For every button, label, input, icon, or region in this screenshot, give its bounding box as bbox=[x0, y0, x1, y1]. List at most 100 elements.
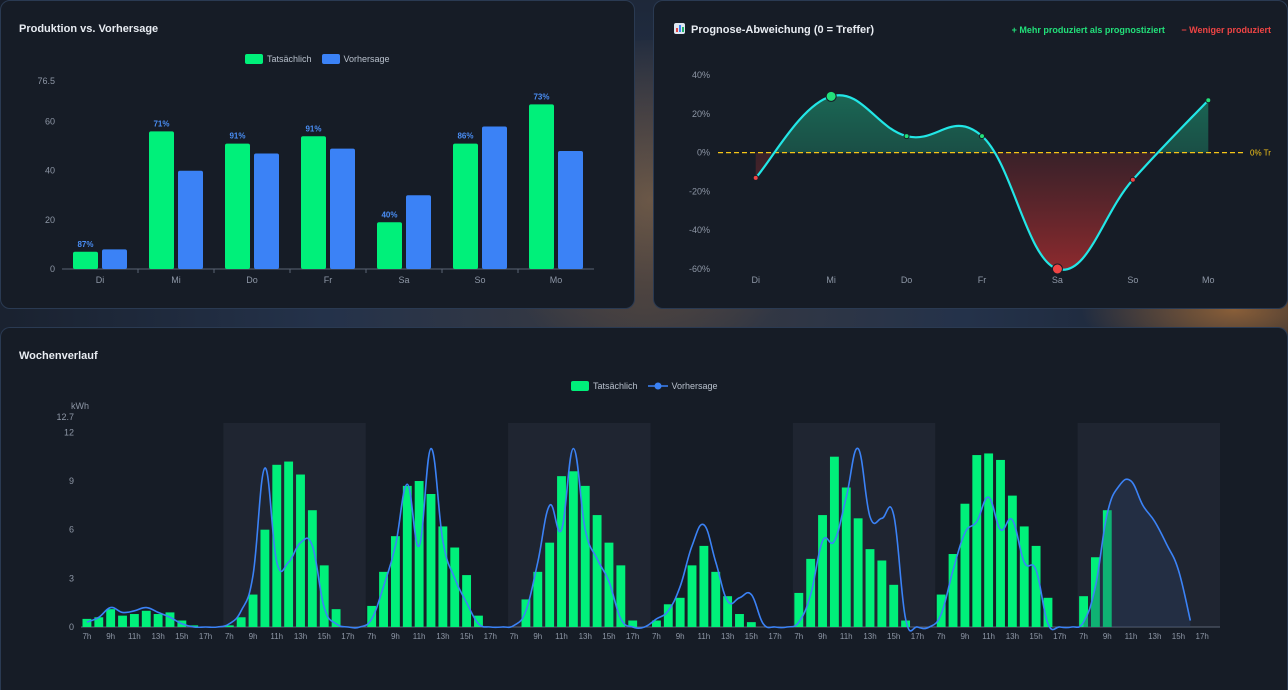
y-tick-label: 0% bbox=[697, 148, 710, 158]
day-band bbox=[1077, 423, 1220, 627]
x-tick-label: 15h bbox=[318, 632, 331, 641]
forecast-line bbox=[86, 447, 1192, 632]
x-tick-label: 7h bbox=[82, 632, 91, 641]
deviation-chart: -60% -40% -20% 0% 20% 40% Di Mi Do Fr Sa So Mo 0% Tr bbox=[689, 70, 1271, 285]
bar-hour-actual bbox=[592, 515, 602, 627]
y-tick-label: -20% bbox=[689, 186, 710, 196]
bar-actual bbox=[453, 143, 478, 269]
bar-data-label: 73% bbox=[533, 92, 549, 101]
x-tick-label: Sa bbox=[1052, 275, 1063, 285]
x-tick-label: Fr bbox=[324, 275, 333, 285]
bar-hour-actual bbox=[390, 536, 400, 627]
bar-hour-actual bbox=[189, 625, 199, 627]
x-tick-label: Do bbox=[246, 275, 258, 285]
bar-hour-actual bbox=[948, 554, 958, 627]
x-tick-label: 13h bbox=[721, 632, 734, 641]
legend-swatch-forecast bbox=[321, 54, 340, 64]
bar-hour-actual bbox=[1079, 596, 1088, 627]
y-tick-label: 6 bbox=[69, 525, 74, 535]
legend-swatch-week-actual bbox=[571, 381, 589, 391]
bar-hour-actual bbox=[746, 622, 756, 627]
x-tick-label: 11h bbox=[982, 632, 995, 641]
bar-hour-actual bbox=[557, 476, 566, 627]
x-tick-label: Sa bbox=[398, 275, 409, 285]
deviation-point bbox=[1205, 97, 1212, 104]
x-tick-label: 7h bbox=[937, 632, 946, 641]
bar-forecast bbox=[406, 195, 431, 269]
bar-data-label: 86% bbox=[457, 132, 473, 141]
bar-hour-actual bbox=[984, 453, 994, 627]
bar-hour-actual bbox=[960, 503, 970, 627]
bar-hour-actual bbox=[1090, 557, 1100, 627]
bar-hour-actual bbox=[675, 597, 685, 627]
bar-hour-actual bbox=[402, 485, 412, 627]
x-tick-label: 7h bbox=[367, 632, 376, 641]
bar-actual bbox=[73, 251, 98, 269]
bar-hour-actual bbox=[450, 547, 460, 627]
legend-item-actual[interactable]: Tatsächlich bbox=[245, 54, 312, 64]
bar-hour-actual bbox=[331, 609, 341, 627]
y-axis-unit: kWh bbox=[71, 401, 89, 411]
x-tick-label: 15h bbox=[602, 632, 615, 641]
bar-hour-actual bbox=[521, 599, 531, 627]
production-legend[interactable]: Tatsächlich Vorhersage bbox=[245, 54, 400, 64]
deviation-point bbox=[979, 133, 985, 140]
x-tick-label: 9h bbox=[106, 632, 115, 641]
legend-item-forecast[interactable]: Vorhersage bbox=[321, 54, 390, 64]
bar-forecast bbox=[330, 148, 355, 269]
legend-item-week-forecast[interactable]: Vorhersage bbox=[647, 381, 718, 391]
x-tick-label: 11h bbox=[555, 632, 568, 641]
bar-forecast bbox=[178, 170, 203, 269]
bar-hour-actual bbox=[723, 596, 733, 627]
bar-hour-actual bbox=[284, 461, 294, 627]
x-tick-label: 17h bbox=[484, 632, 497, 641]
week-legend[interactable]: Tatsächlich Vorhersage bbox=[571, 381, 728, 391]
x-tick-label: 9h bbox=[676, 632, 685, 641]
x-tick-label: Mo bbox=[550, 275, 563, 285]
y-tick-label: 12.7 bbox=[56, 412, 74, 422]
legend-item-week-actual[interactable]: Tatsächlich bbox=[571, 381, 638, 391]
week-card: Wochenverlauf Tatsächlich Vorhersage kWh… bbox=[0, 327, 1288, 690]
bar-actual bbox=[225, 143, 250, 269]
bar-hour-actual bbox=[616, 565, 626, 627]
y-tick-label: 40 bbox=[45, 166, 55, 176]
x-tick-label: 11h bbox=[413, 632, 426, 641]
bar-hour-actual bbox=[129, 614, 139, 627]
bar-hour-actual bbox=[1102, 510, 1112, 627]
bar-hour-actual bbox=[106, 609, 116, 627]
x-tick-label: 15h bbox=[460, 632, 473, 641]
bar-data-label: 91% bbox=[229, 132, 245, 141]
bar-hour-actual bbox=[296, 474, 305, 627]
bar-forecast bbox=[558, 151, 583, 269]
bar-hour-actual bbox=[319, 565, 329, 627]
bar-hour-actual bbox=[1007, 495, 1017, 627]
deviation-point bbox=[903, 133, 910, 140]
x-tick-label: 13h bbox=[436, 632, 449, 641]
x-tick-label: 9h bbox=[533, 632, 542, 641]
production-card: Produktion vs. Vorhersage Tatsächlich Vo… bbox=[0, 0, 635, 309]
bar-hour-actual bbox=[236, 617, 246, 627]
bar-hour-actual bbox=[996, 459, 1005, 627]
x-tick-label: 13h bbox=[1148, 632, 1161, 641]
x-tick-label: 13h bbox=[294, 632, 307, 641]
bar-hour-actual bbox=[841, 487, 851, 627]
legend-line-forecast-icon bbox=[647, 382, 668, 390]
x-tick-label: 17h bbox=[341, 632, 354, 641]
bar-hour-actual bbox=[735, 614, 744, 627]
x-tick-label: 9h bbox=[818, 632, 827, 641]
x-tick-label: Do bbox=[901, 275, 913, 285]
x-tick-label: Di bbox=[96, 275, 105, 285]
bar-hour-actual bbox=[272, 464, 282, 627]
bar-hour-actual bbox=[901, 620, 911, 627]
legend-label-week-forecast: Vorhersage bbox=[671, 381, 718, 391]
bar-actual bbox=[301, 136, 326, 269]
bar-hour-actual bbox=[794, 592, 804, 627]
x-tick-label: 11h bbox=[698, 632, 711, 641]
bar-hour-actual bbox=[367, 605, 377, 627]
bar-hour-actual bbox=[1031, 545, 1041, 627]
bar-hour-actual bbox=[972, 455, 982, 627]
x-tick-label: 17h bbox=[768, 632, 781, 641]
x-tick-label: 9h bbox=[249, 632, 258, 641]
y-tick-label: 20 bbox=[45, 215, 55, 225]
x-tick-label: 17h bbox=[199, 632, 212, 641]
